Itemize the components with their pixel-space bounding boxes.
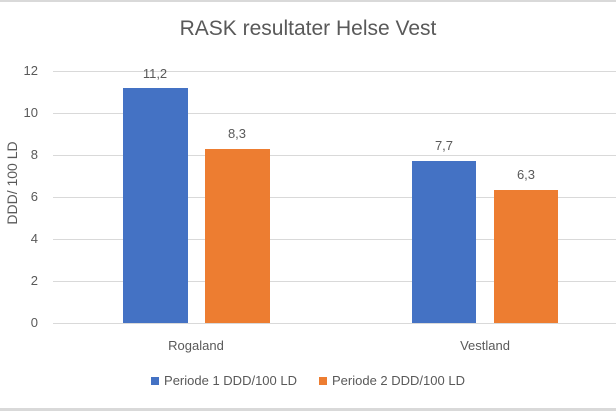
- legend-swatch-icon: [319, 376, 327, 385]
- bar-rogaland-periode-1[interactable]: [123, 88, 188, 323]
- bar-vestland-periode-2[interactable]: [494, 190, 558, 323]
- y-axis-label: DDD/ 100 LD: [4, 141, 20, 225]
- y-tick: 0: [30, 315, 38, 330]
- gridline-6: [53, 197, 616, 198]
- legend-label: Periode 1 DDD/100 LD: [164, 373, 297, 388]
- x-category-label: Rogaland: [168, 338, 224, 353]
- y-tick: 4: [30, 231, 38, 246]
- data-label: 6,3: [516, 167, 536, 182]
- legend-swatch-icon: [151, 376, 160, 385]
- legend-item-periode-2[interactable]: Periode 2 DDD/100 LD: [319, 373, 465, 388]
- data-label: 11,2: [142, 66, 168, 81]
- gridline-8: [53, 155, 616, 156]
- legend: Periode 1 DDD/100 LD Periode 2 DDD/100 L…: [0, 373, 616, 388]
- y-tick: 10: [23, 105, 38, 120]
- data-label: 8,3: [227, 126, 247, 141]
- chart-frame-top: [0, 0, 616, 2]
- y-tick: 8: [30, 147, 38, 162]
- gridline-10: [53, 113, 616, 114]
- legend-item-periode-1[interactable]: Periode 1 DDD/100 LD: [151, 373, 297, 388]
- x-axis-line: [53, 323, 616, 324]
- data-label: 7,7: [434, 138, 454, 153]
- bar-vestland-periode-1[interactable]: [412, 161, 476, 323]
- gridline-12: [53, 71, 616, 72]
- y-tick: 2: [30, 273, 38, 288]
- legend-label: Periode 2 DDD/100 LD: [332, 373, 465, 388]
- bar-rogaland-periode-2[interactable]: [205, 149, 270, 323]
- chart-frame-bottom: [0, 408, 616, 411]
- chart-title: RASK resultater Helse Vest: [179, 17, 437, 40]
- y-tick: 6: [30, 189, 38, 204]
- gridline-4: [53, 239, 616, 240]
- y-tick: 12: [23, 63, 38, 78]
- gridline-2: [53, 281, 616, 282]
- x-category-label: Vestland: [460, 338, 510, 353]
